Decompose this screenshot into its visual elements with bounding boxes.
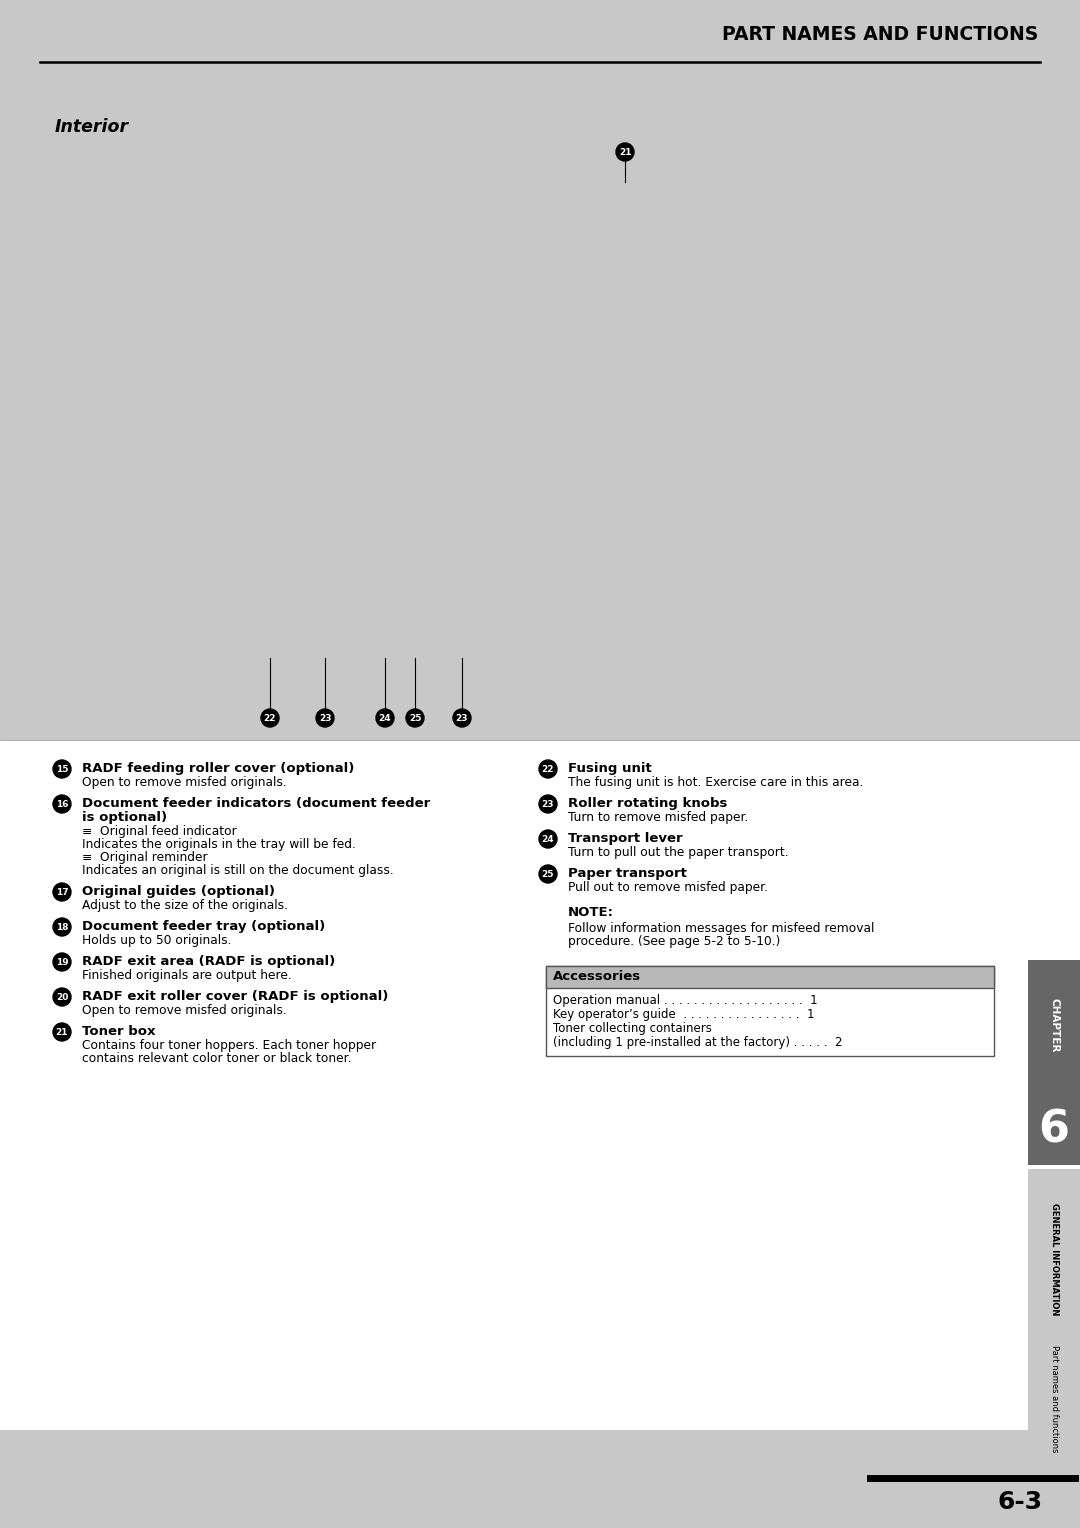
Text: RADF feeding roller cover (optional): RADF feeding roller cover (optional) — [82, 762, 354, 775]
Text: Indicates an original is still on the document glass.: Indicates an original is still on the do… — [82, 863, 394, 877]
Text: Roller rotating knobs: Roller rotating knobs — [568, 798, 727, 810]
Circle shape — [376, 709, 394, 727]
Circle shape — [53, 918, 71, 937]
Circle shape — [53, 989, 71, 1005]
Text: Open to remove misfed originals.: Open to remove misfed originals. — [82, 776, 287, 788]
Text: Fusing unit: Fusing unit — [568, 762, 651, 775]
Text: procedure. (See page 5-2 to 5-10.): procedure. (See page 5-2 to 5-10.) — [568, 935, 781, 947]
Text: Turn to pull out the paper transport.: Turn to pull out the paper transport. — [568, 847, 788, 859]
Circle shape — [53, 883, 71, 902]
Text: 16: 16 — [56, 801, 68, 808]
Text: Transport lever: Transport lever — [568, 833, 683, 845]
Text: RADF exit area (RADF is optional): RADF exit area (RADF is optional) — [82, 955, 335, 969]
Text: CHAPTER: CHAPTER — [1049, 998, 1059, 1053]
Text: 23: 23 — [319, 714, 332, 723]
Text: PART NAMES AND FUNCTIONS: PART NAMES AND FUNCTIONS — [721, 24, 1038, 44]
Text: Part names and functions: Part names and functions — [1050, 1345, 1058, 1453]
Bar — [546, 966, 994, 989]
Text: Follow information messages for misfeed removal: Follow information messages for misfeed … — [568, 921, 875, 935]
Text: 20: 20 — [56, 993, 68, 1002]
Circle shape — [539, 865, 557, 883]
Text: Adjust to the size of the originals.: Adjust to the size of the originals. — [82, 898, 288, 912]
Text: 22: 22 — [264, 714, 276, 723]
Text: Original guides (optional): Original guides (optional) — [82, 885, 275, 898]
Text: Pull out to remove misfed paper.: Pull out to remove misfed paper. — [568, 882, 768, 894]
Text: 17: 17 — [56, 888, 68, 897]
Text: 25: 25 — [542, 869, 554, 879]
Bar — [546, 966, 994, 1056]
Text: Paper transport: Paper transport — [568, 866, 687, 880]
Text: Finished originals are output here.: Finished originals are output here. — [82, 969, 292, 983]
Text: The fusing unit is hot. Exercise care in this area.: The fusing unit is hot. Exercise care in… — [568, 776, 863, 788]
Circle shape — [406, 709, 424, 727]
Text: GENERAL INFORMATION: GENERAL INFORMATION — [1050, 1203, 1058, 1316]
Text: 6-3: 6-3 — [998, 1490, 1042, 1514]
Text: Open to remove misfed originals.: Open to remove misfed originals. — [82, 1004, 287, 1018]
Text: 21: 21 — [619, 148, 631, 157]
Text: 6: 6 — [1039, 1108, 1069, 1152]
Text: 21: 21 — [56, 1028, 68, 1038]
Text: contains relevant color toner or black toner.: contains relevant color toner or black t… — [82, 1051, 351, 1065]
Text: 24: 24 — [379, 714, 391, 723]
Text: ≡  Original feed indicator: ≡ Original feed indicator — [82, 825, 237, 837]
Text: RADF exit roller cover (RADF is optional): RADF exit roller cover (RADF is optional… — [82, 990, 389, 1002]
Text: is optional): is optional) — [82, 811, 167, 824]
Circle shape — [53, 953, 71, 970]
Circle shape — [53, 1024, 71, 1041]
Text: Key operator’s guide  . . . . . . . . . . . . . . . .  1: Key operator’s guide . . . . . . . . . .… — [553, 1008, 814, 1021]
Text: 24: 24 — [542, 834, 554, 843]
Text: ≡  Original reminder: ≡ Original reminder — [82, 851, 207, 863]
Text: Contains four toner hoppers. Each toner hopper: Contains four toner hoppers. Each toner … — [82, 1039, 376, 1051]
Text: Document feeder tray (optional): Document feeder tray (optional) — [82, 920, 325, 934]
Circle shape — [539, 759, 557, 778]
Text: Indicates the originals in the tray will be fed.: Indicates the originals in the tray will… — [82, 837, 356, 851]
Text: Toner collecting containers: Toner collecting containers — [553, 1022, 712, 1034]
Circle shape — [53, 795, 71, 813]
Text: 22: 22 — [542, 766, 554, 775]
Text: 25: 25 — [408, 714, 421, 723]
Bar — [1028, 1164, 1080, 1169]
Bar — [1028, 960, 1080, 1164]
Text: Operation manual . . . . . . . . . . . . . . . . . . .  1: Operation manual . . . . . . . . . . . .… — [553, 995, 818, 1007]
Circle shape — [53, 759, 71, 778]
Text: 19: 19 — [56, 958, 68, 967]
Text: Turn to remove misfed paper.: Turn to remove misfed paper. — [568, 811, 748, 824]
Text: 23: 23 — [542, 801, 554, 808]
Text: 23: 23 — [456, 714, 469, 723]
Bar — [0, 740, 1080, 1430]
Text: 18: 18 — [56, 923, 68, 932]
Text: Interior: Interior — [55, 118, 130, 136]
Circle shape — [261, 709, 279, 727]
Bar — [1028, 1169, 1080, 1430]
Text: (including 1 pre-installed at the factory) . . . . .  2: (including 1 pre-installed at the factor… — [553, 1036, 842, 1050]
Text: NOTE:: NOTE: — [568, 906, 615, 918]
Circle shape — [616, 144, 634, 160]
Circle shape — [539, 795, 557, 813]
Text: Accessories: Accessories — [553, 970, 642, 984]
Text: Document feeder indicators (document feeder: Document feeder indicators (document fee… — [82, 798, 430, 810]
Text: Toner box: Toner box — [82, 1025, 156, 1038]
Circle shape — [316, 709, 334, 727]
Text: 15: 15 — [56, 766, 68, 775]
Circle shape — [539, 830, 557, 848]
Text: Holds up to 50 originals.: Holds up to 50 originals. — [82, 934, 231, 947]
Circle shape — [453, 709, 471, 727]
